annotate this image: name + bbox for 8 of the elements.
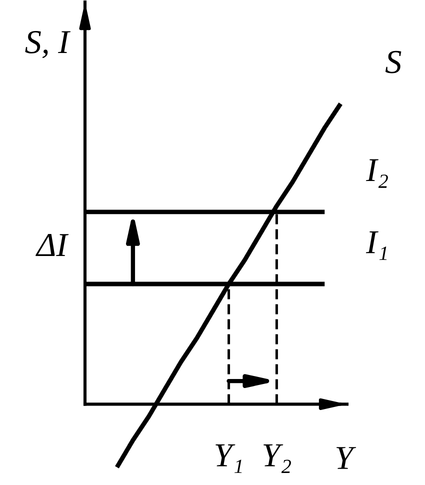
x-tick-label: Y₂ — [264, 444, 291, 473]
y-axis-title: S, I — [25, 30, 71, 58]
text: ΔI — [36, 234, 69, 256]
x-tick-label: Y₁ — [216, 444, 242, 473]
series-label: I₁ — [366, 231, 387, 260]
series-label: S — [385, 50, 402, 74]
x-axis-title: Y — [336, 447, 356, 469]
series-label: I₂ — [366, 159, 388, 188]
